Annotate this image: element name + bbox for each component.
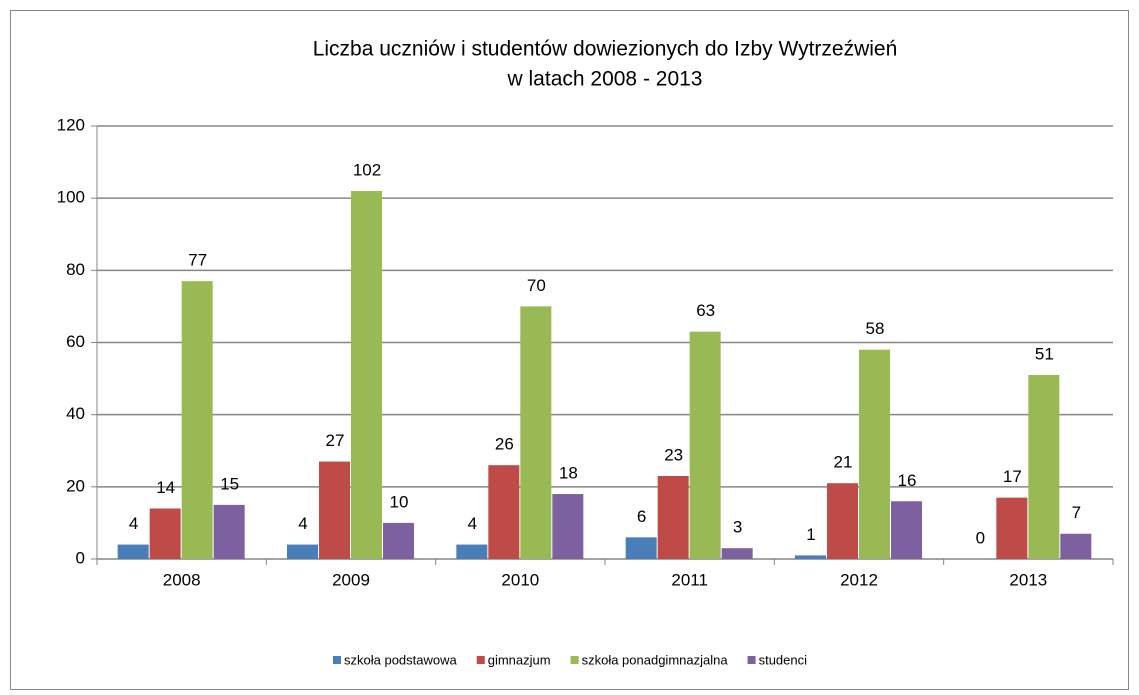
- data-label: 27: [326, 431, 345, 450]
- bar: [657, 476, 689, 559]
- data-label: 4: [129, 514, 138, 533]
- data-label: 3: [733, 518, 742, 537]
- bar: [488, 465, 520, 559]
- data-label: 0: [976, 528, 985, 547]
- bar: [1028, 374, 1060, 559]
- bar: [149, 508, 181, 559]
- chart-title: w latach 2008 - 2013: [507, 68, 703, 91]
- legend-swatch: [476, 656, 485, 664]
- y-tick-label: 0: [76, 548, 85, 567]
- legend-label: gimnazjum: [488, 652, 551, 667]
- bar: [1060, 533, 1092, 559]
- chart-title: Liczba uczniów i studentów dowiezionych …: [313, 38, 898, 61]
- data-label: 63: [696, 301, 715, 320]
- data-label: 17: [1003, 467, 1022, 486]
- legend-label: szkoła podstawowa: [344, 652, 457, 667]
- data-label: 70: [527, 276, 546, 295]
- bar: [117, 544, 149, 559]
- y-tick-label: 40: [66, 404, 85, 423]
- data-label: 1: [806, 525, 815, 544]
- data-label: 4: [468, 514, 477, 533]
- bar: [319, 461, 350, 559]
- data-label: 6: [637, 507, 646, 526]
- bar: [827, 483, 858, 559]
- y-tick-label: 100: [57, 188, 85, 207]
- y-tick-label: 20: [66, 476, 85, 495]
- legend-label: studenci: [759, 652, 808, 667]
- data-label: 102: [353, 160, 381, 179]
- data-label: 16: [898, 471, 917, 490]
- bar: [721, 548, 753, 559]
- legend-swatch: [333, 656, 341, 664]
- bar: [795, 555, 826, 559]
- legend-swatch: [570, 656, 579, 664]
- x-tick-label: 2010: [501, 570, 539, 589]
- data-label: 58: [866, 319, 885, 338]
- y-tick-label: 80: [66, 260, 85, 279]
- legend-swatch: [747, 656, 756, 664]
- data-label: 21: [834, 453, 853, 472]
- data-label: 14: [156, 478, 175, 497]
- data-label: 7: [1072, 503, 1081, 522]
- x-tick-label: 2009: [332, 570, 370, 589]
- data-label: 23: [664, 445, 683, 464]
- data-label: 15: [220, 474, 239, 493]
- bar: [287, 544, 318, 559]
- x-tick-label: 2013: [1009, 570, 1047, 589]
- bar: [213, 504, 245, 559]
- legend-label: szkoła ponadgimnazjalna: [582, 652, 729, 667]
- data-label: 26: [495, 435, 514, 454]
- bar: [996, 497, 1028, 559]
- x-tick-label: 2008: [163, 570, 201, 589]
- bar: [689, 331, 721, 559]
- bar: [383, 522, 414, 559]
- data-label: 10: [390, 492, 409, 511]
- bar: [552, 494, 584, 559]
- data-label: 4: [298, 514, 307, 533]
- data-label: 51: [1035, 344, 1054, 363]
- data-label: 77: [188, 251, 207, 270]
- bar: [891, 501, 922, 559]
- bar: [520, 306, 552, 559]
- bar: [351, 190, 382, 559]
- bar: [625, 537, 657, 559]
- bar: [181, 281, 213, 559]
- data-label: 18: [559, 464, 578, 483]
- x-tick-label: 2011: [671, 570, 708, 589]
- bar: [859, 349, 890, 559]
- x-tick-label: 2012: [840, 570, 878, 589]
- y-tick-label: 60: [66, 332, 85, 351]
- bar: [456, 544, 488, 559]
- y-tick-label: 120: [57, 115, 85, 134]
